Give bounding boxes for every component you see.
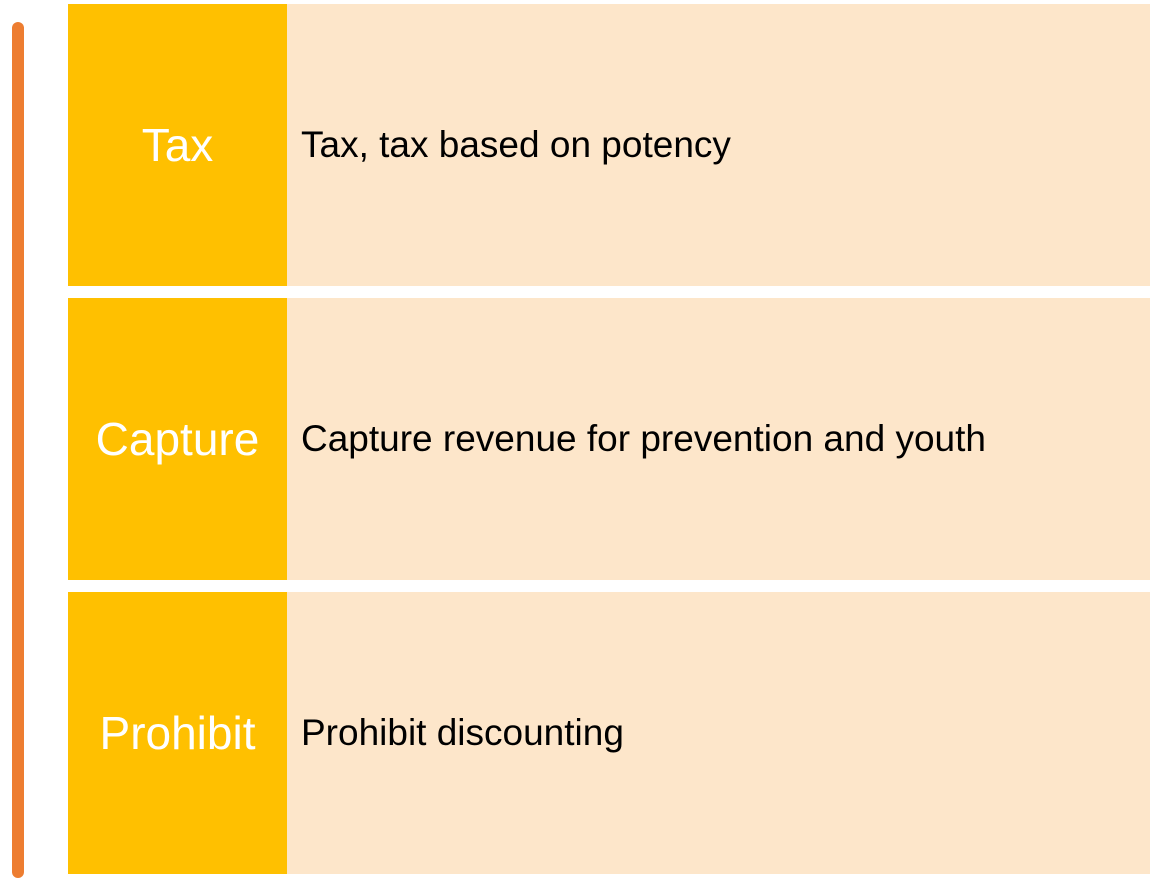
row-text: Capture revenue for prevention and youth	[287, 298, 1150, 580]
accent-bar	[12, 22, 24, 878]
row-label: Capture	[68, 298, 287, 580]
row: Tax Tax, tax based on potency	[68, 4, 1150, 286]
row-text: Prohibit discounting	[287, 592, 1150, 874]
row-label: Prohibit	[68, 592, 287, 874]
row-label: Tax	[68, 4, 287, 286]
row-text: Tax, tax based on potency	[287, 4, 1150, 286]
row: Prohibit Prohibit discounting	[68, 592, 1150, 874]
row: Capture Capture revenue for prevention a…	[68, 298, 1150, 580]
